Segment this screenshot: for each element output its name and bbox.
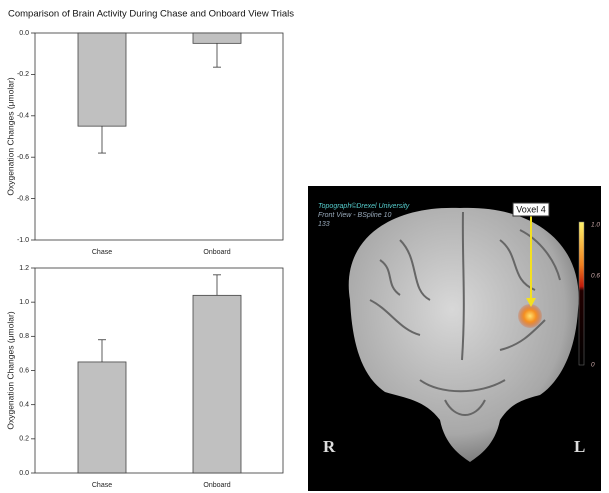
y-tick-label: 0.2 [19, 436, 29, 443]
y-tick-label: -0.6 [17, 154, 29, 161]
y-tick-label: 1.2 [19, 265, 29, 272]
bar [193, 295, 241, 473]
x-tick-label: Chase [92, 249, 112, 256]
bar [193, 33, 241, 43]
y-tick-label: -0.8 [17, 195, 29, 202]
plot-frame [35, 268, 283, 473]
y-tick-label: -0.2 [17, 71, 29, 78]
figure-title: Comparison of Brain Activity During Chas… [8, 9, 294, 20]
plot-frame [35, 33, 283, 240]
colorbar-label: 0 [591, 362, 595, 369]
y-tick-label: 0.4 [19, 402, 29, 409]
figure: Comparison of Brain Activity During Chas… [0, 0, 609, 493]
y-tick-label: 0.6 [19, 367, 29, 374]
activation-blob [518, 304, 542, 328]
y-tick-label: 0.8 [19, 333, 29, 340]
side-label: L [574, 437, 585, 456]
y-tick-label: -0.4 [17, 113, 29, 120]
credit: Topograph©Drexel University [318, 202, 410, 210]
side-label: R [323, 437, 336, 456]
x-tick-label: Onboard [203, 482, 230, 489]
y-axis-label: Oxygenation Changes (μmolar) [5, 77, 15, 195]
view-label: Front View - BSpline 10 [318, 212, 392, 219]
y-tick-label: 0.0 [19, 30, 29, 37]
y-axis-label: Oxygenation Changes (μmolar) [5, 311, 15, 429]
bar [78, 33, 126, 126]
brain-panel: Voxel 4 1.0 0.6 0 Topograph©Drexel Unive… [308, 186, 601, 491]
x-tick-label: Chase [92, 482, 112, 489]
y-tick-label: 1.0 [19, 299, 29, 306]
y-tick-label: -1.0 [17, 237, 29, 244]
voxel-label: Voxel 4 [516, 204, 546, 214]
charts: -1.0 -0.8 -0.6 -0.4 -0.2 0.0 Oxygenation Chang… [5, 30, 283, 489]
colorbar-label: 0.6 [591, 273, 600, 280]
colorbar [579, 222, 584, 365]
frame-number: 133 [318, 221, 330, 228]
bar [78, 362, 126, 473]
y-tick-label: 0.0 [19, 470, 29, 477]
colorbar-label: 1.0 [591, 222, 600, 229]
x-tick-label: Onboard [203, 249, 230, 256]
